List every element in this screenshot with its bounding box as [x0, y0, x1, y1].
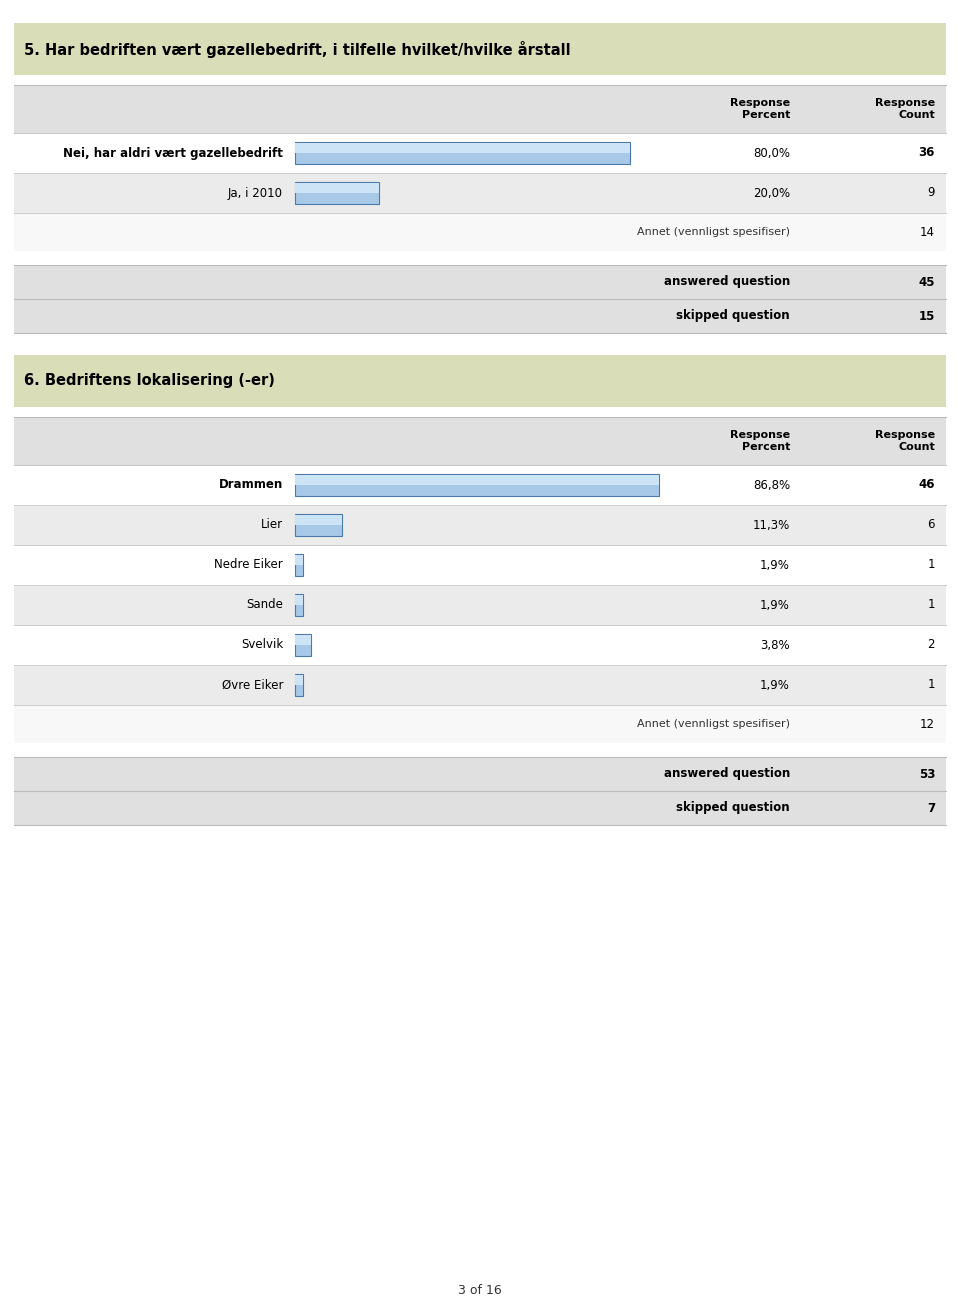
Bar: [295, 554, 303, 576]
Bar: [14, 705, 946, 743]
Text: Drammen: Drammen: [219, 478, 283, 491]
Bar: [295, 634, 311, 645]
Bar: [295, 595, 303, 605]
Bar: [295, 474, 659, 484]
Bar: [14, 545, 946, 586]
Bar: [14, 625, 946, 664]
Bar: [295, 634, 311, 656]
Bar: [14, 173, 946, 213]
Text: 45: 45: [919, 276, 935, 289]
Bar: [295, 143, 630, 154]
Text: Svelvik: Svelvik: [241, 638, 283, 651]
Bar: [14, 664, 946, 705]
Text: 6: 6: [927, 519, 935, 532]
Bar: [14, 355, 946, 407]
Text: 6. Bedriftens lokalisering (-er): 6. Bedriftens lokalisering (-er): [24, 373, 275, 389]
Bar: [14, 24, 946, 75]
Text: Response
Percent: Response Percent: [730, 98, 790, 119]
Text: 11,3%: 11,3%: [753, 519, 790, 532]
Text: answered question: answered question: [663, 276, 790, 289]
Text: 1,9%: 1,9%: [760, 599, 790, 612]
Text: answered question: answered question: [663, 768, 790, 780]
Text: Response
Percent: Response Percent: [730, 431, 790, 452]
Text: 1,9%: 1,9%: [760, 558, 790, 571]
Bar: [295, 674, 303, 696]
Text: Annet (vennligst spesifiser): Annet (vennligst spesifiser): [637, 720, 790, 729]
Text: 3,8%: 3,8%: [760, 638, 790, 651]
Text: Sande: Sande: [246, 599, 283, 612]
Text: Response
Count: Response Count: [875, 431, 935, 452]
Text: Annet (vennligst spesifiser): Annet (vennligst spesifiser): [637, 227, 790, 238]
Text: Nei, har aldri vært gazellebedrift: Nei, har aldri vært gazellebedrift: [63, 147, 283, 159]
Bar: [14, 758, 946, 790]
Bar: [295, 513, 343, 536]
Bar: [295, 474, 659, 496]
Text: 1,9%: 1,9%: [760, 679, 790, 692]
Bar: [14, 506, 946, 545]
Bar: [14, 133, 946, 173]
Text: 1: 1: [927, 599, 935, 612]
Text: 1: 1: [927, 558, 935, 571]
Bar: [295, 515, 343, 525]
Text: 14: 14: [920, 226, 935, 239]
Text: 5. Har bedriften vært gazellebedrift, i tilfelle hvilket/hvilke årstall: 5. Har bedriften vært gazellebedrift, i …: [24, 41, 570, 58]
Bar: [295, 593, 303, 616]
Text: 20,0%: 20,0%: [753, 186, 790, 200]
Text: 86,8%: 86,8%: [753, 478, 790, 491]
Bar: [14, 465, 946, 506]
Bar: [14, 586, 946, 625]
Text: 46: 46: [919, 478, 935, 491]
Text: 12: 12: [920, 717, 935, 730]
Bar: [295, 183, 379, 204]
Text: Nedre Eiker: Nedre Eiker: [214, 558, 283, 571]
Text: 36: 36: [919, 147, 935, 159]
Text: Lier: Lier: [261, 519, 283, 532]
Text: skipped question: skipped question: [677, 801, 790, 814]
Text: Ja, i 2010: Ja, i 2010: [228, 186, 283, 200]
Text: Response
Count: Response Count: [875, 98, 935, 119]
Bar: [14, 790, 946, 825]
Text: Øvre Eiker: Øvre Eiker: [222, 679, 283, 692]
Text: 9: 9: [927, 186, 935, 200]
Bar: [295, 675, 303, 685]
Text: 7: 7: [926, 801, 935, 814]
Text: 3 of 16: 3 of 16: [458, 1284, 502, 1297]
Bar: [14, 265, 946, 299]
Bar: [14, 213, 946, 251]
Text: 2: 2: [927, 638, 935, 651]
Bar: [295, 142, 630, 164]
Text: 15: 15: [919, 310, 935, 323]
Bar: [14, 299, 946, 334]
Bar: [14, 418, 946, 465]
Bar: [295, 554, 303, 565]
Text: 80,0%: 80,0%: [753, 147, 790, 159]
Bar: [295, 183, 379, 193]
Text: 53: 53: [919, 768, 935, 780]
Bar: [14, 85, 946, 133]
Text: 1: 1: [927, 679, 935, 692]
Text: skipped question: skipped question: [677, 310, 790, 323]
